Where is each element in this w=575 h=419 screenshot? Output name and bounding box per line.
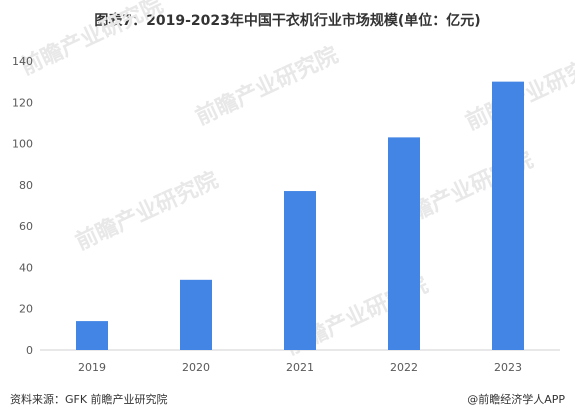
- bar-2020: [180, 279, 212, 350]
- brand-at-icon: @: [467, 393, 479, 406]
- watermark-text: 前瞻产业研究院: [192, 42, 343, 131]
- chart-title: 图表7：2019-2023年中国干衣机行业市场规模(单位：亿元): [94, 13, 481, 29]
- brand-label: @前瞻经济学人APP: [467, 391, 565, 407]
- bar-2019: [76, 321, 108, 350]
- brand-text: 前瞻经济学人APP: [478, 393, 565, 406]
- y-tick-label: 140: [12, 55, 33, 68]
- bar-2023: [492, 81, 524, 351]
- bars: [76, 81, 524, 351]
- y-tick-label: 0: [26, 344, 33, 357]
- source-note: 资料来源：GFK 前瞻产业研究院: [10, 393, 168, 406]
- y-tick-label: 40: [19, 261, 33, 274]
- y-tick-label: 120: [12, 96, 33, 109]
- x-tick-label: 2019: [78, 361, 106, 374]
- bar-2021: [284, 191, 316, 350]
- x-tick-label: 2023: [494, 361, 522, 374]
- bar-2022: [388, 137, 420, 350]
- y-tick-label: 80: [19, 179, 33, 192]
- x-tick-label: 2020: [182, 361, 210, 374]
- y-tick-label: 100: [12, 138, 33, 151]
- x-tick-labels: 2019 2020 2021 2022 2023: [78, 361, 522, 374]
- y-tick-label: 20: [19, 303, 33, 316]
- y-tick-labels: 0 20 40 60 80 100 120 140: [12, 55, 33, 357]
- y-tick-label: 60: [19, 220, 33, 233]
- watermark-text: 前瞻产业研究院: [72, 167, 223, 256]
- x-tick-label: 2022: [390, 361, 418, 374]
- watermark-text: 前瞻产业研究院: [17, 0, 168, 80]
- x-tick-label: 2021: [286, 361, 314, 374]
